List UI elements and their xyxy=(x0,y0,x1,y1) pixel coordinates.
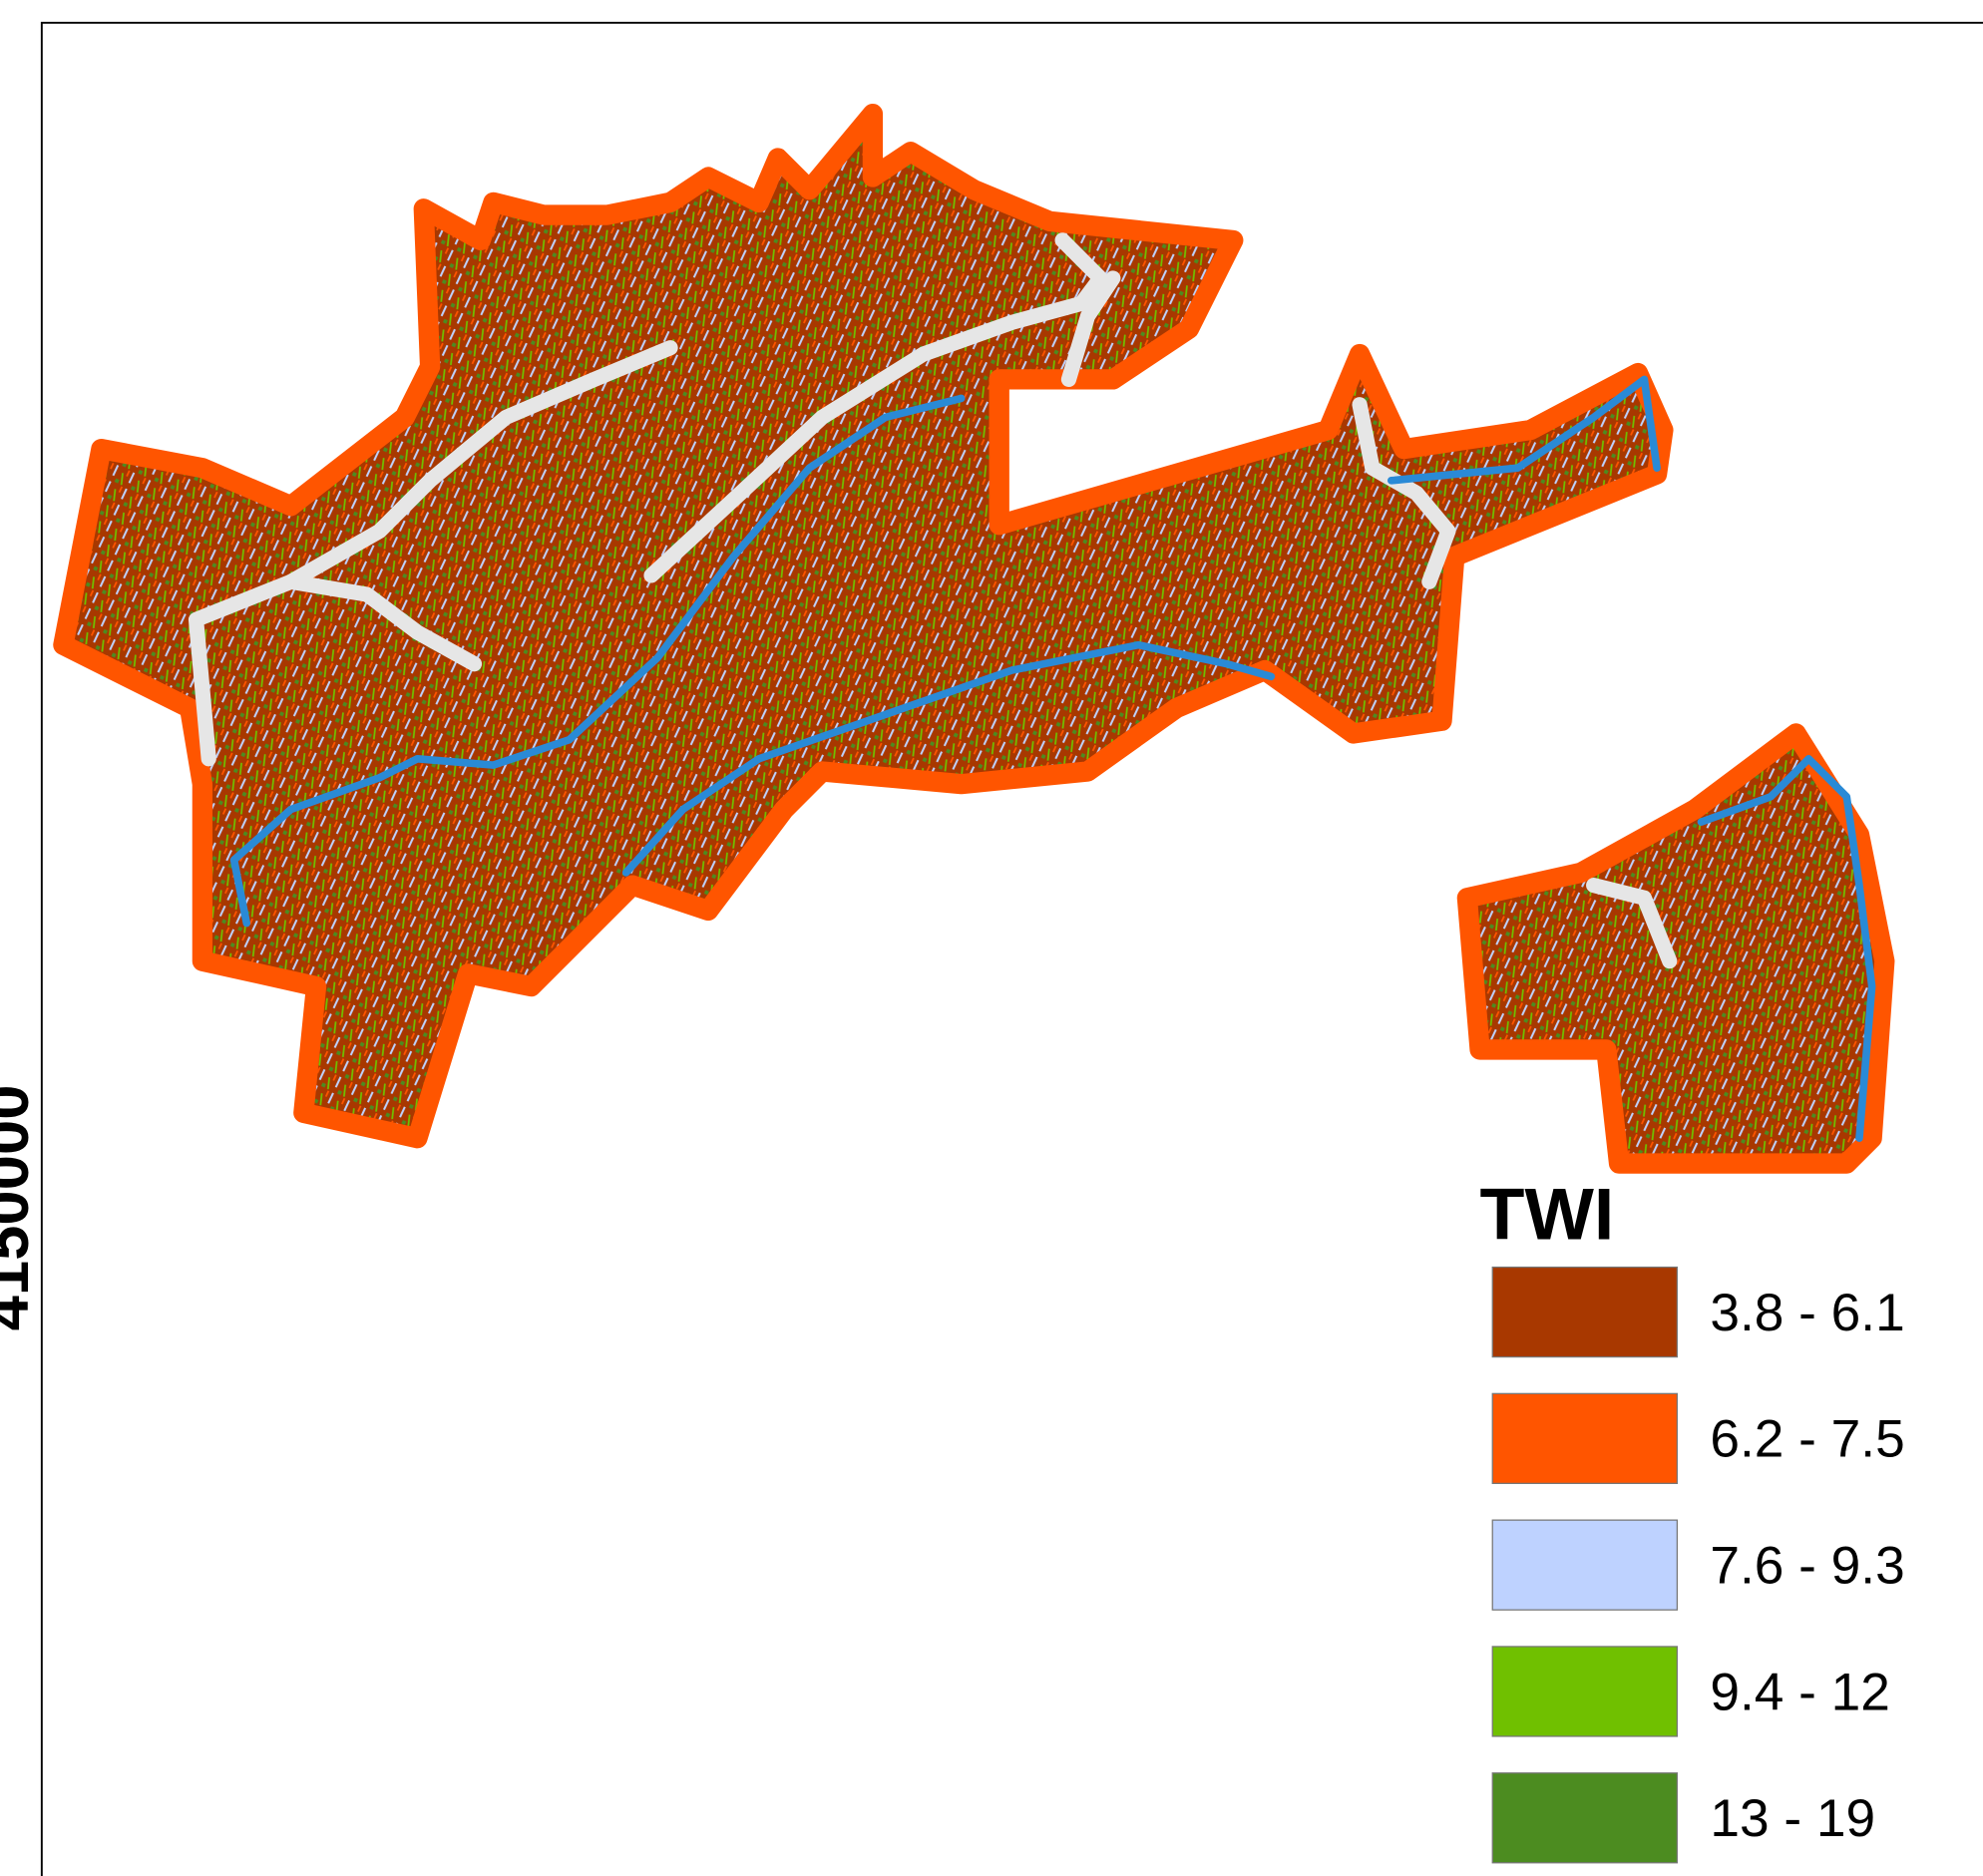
road xyxy=(283,340,678,589)
road xyxy=(643,232,1108,583)
river xyxy=(621,640,1276,877)
river xyxy=(1387,375,1661,485)
legend-swatch xyxy=(1491,1646,1679,1737)
legend-swatch xyxy=(1491,1392,1679,1484)
legend-label: 3.8 - 6.1 xyxy=(1710,1284,1904,1342)
region-east xyxy=(1456,723,1895,1174)
region-main xyxy=(53,103,1674,1149)
river xyxy=(1697,754,1876,1143)
legend-title: TWI xyxy=(1480,1173,1615,1256)
legend-label: 13 - 19 xyxy=(1710,1789,1875,1848)
legend-swatch xyxy=(1491,1519,1679,1611)
regions xyxy=(53,103,1895,1174)
road xyxy=(1586,877,1678,969)
rivers xyxy=(229,375,1876,1143)
legend-swatch xyxy=(1491,1266,1679,1358)
legend-swatch xyxy=(1491,1772,1679,1864)
legend-label: 7.6 - 9.3 xyxy=(1710,1537,1904,1596)
map-frame-group: 4150000 TWI 3.8 - 6.1 6.2 - 7.5 7.6 - 9.3 9… xyxy=(0,21,1983,1876)
road xyxy=(1352,397,1456,589)
road xyxy=(1060,270,1121,388)
river xyxy=(229,394,966,928)
legend-label: 6.2 - 7.5 xyxy=(1710,1410,1904,1469)
legend-label: 9.4 - 12 xyxy=(1710,1663,1890,1721)
road xyxy=(188,573,483,767)
coordinate-label: 4150000 xyxy=(0,1085,42,1331)
roads xyxy=(188,232,1678,969)
legend: TWI 3.8 - 6.1 6.2 - 7.5 7.6 - 9.3 9.4 - 12 1… xyxy=(1480,1173,1905,1864)
